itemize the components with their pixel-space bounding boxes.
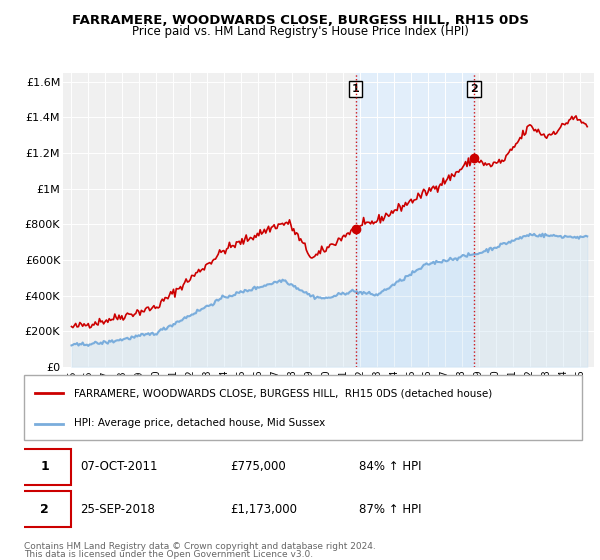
Text: 1: 1 (40, 460, 49, 473)
Text: £775,000: £775,000 (230, 460, 286, 473)
Bar (356, 73, 474, 367)
Text: 25-SEP-2018: 25-SEP-2018 (80, 503, 155, 516)
Text: This data is licensed under the Open Government Licence v3.0.: This data is licensed under the Open Gov… (24, 550, 313, 559)
Text: Contains HM Land Registry data © Crown copyright and database right 2024.: Contains HM Land Registry data © Crown c… (24, 542, 376, 550)
Text: 1: 1 (352, 84, 359, 94)
FancyBboxPatch shape (19, 449, 71, 485)
FancyBboxPatch shape (24, 375, 582, 440)
Text: 2: 2 (40, 503, 49, 516)
Text: £1,173,000: £1,173,000 (230, 503, 298, 516)
Text: 87% ↑ HPI: 87% ↑ HPI (359, 503, 421, 516)
Text: FARRAMERE, WOODWARDS CLOSE, BURGESS HILL,  RH15 0DS (detached house): FARRAMERE, WOODWARDS CLOSE, BURGESS HILL… (74, 388, 493, 398)
FancyBboxPatch shape (19, 492, 71, 528)
Text: 2: 2 (470, 84, 478, 94)
Text: FARRAMERE, WOODWARDS CLOSE, BURGESS HILL, RH15 0DS: FARRAMERE, WOODWARDS CLOSE, BURGESS HILL… (71, 14, 529, 27)
Text: Price paid vs. HM Land Registry's House Price Index (HPI): Price paid vs. HM Land Registry's House … (131, 25, 469, 38)
Text: 84% ↑ HPI: 84% ↑ HPI (359, 460, 421, 473)
Text: HPI: Average price, detached house, Mid Sussex: HPI: Average price, detached house, Mid … (74, 418, 325, 428)
Text: 07-OCT-2011: 07-OCT-2011 (80, 460, 157, 473)
